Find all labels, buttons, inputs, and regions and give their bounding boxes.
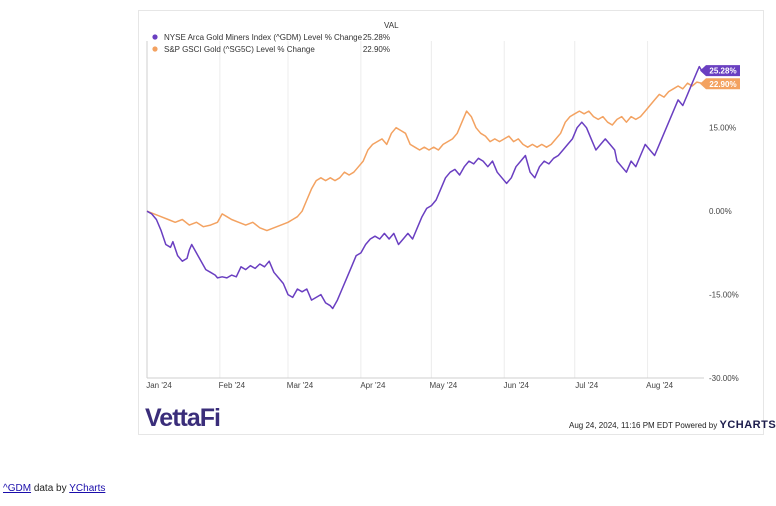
series-line (146, 81, 705, 232)
end-label-tag (700, 78, 740, 90)
end-label-value: 22.90% (709, 80, 736, 89)
end-label-tag (700, 65, 740, 77)
x-tick-label: Jul '24 (575, 381, 598, 390)
x-tick-label: Jun '24 (503, 381, 529, 390)
x-tick-label: Jan '24 (146, 381, 172, 390)
chart-frame: Jan '24 Feb '24 Mar '24 Apr '24 May '24 Jun '… (138, 10, 764, 435)
credit-line: ^GDM data by YCharts (3, 483, 105, 494)
credit-middle-text: data by (33, 483, 67, 494)
legend: VAL NYSE Arca Gold Miners Index (^GDM) Le… (152, 21, 399, 54)
footer-stamp: Aug 24, 2024, 11:16 PM EDT Powered by YC… (569, 419, 776, 431)
legend-marker (152, 34, 158, 40)
x-tick-label: Mar '24 (287, 381, 314, 390)
legend-marker (152, 46, 158, 52)
legend-series-value: 22.90% (363, 45, 390, 54)
series-lines (146, 65, 705, 310)
timestamp: Aug 24, 2024, 11:16 PM EDT Powered by (569, 421, 718, 430)
legend-series-name: S&P GSCI Gold (^SG5C) Level % Change (164, 45, 315, 54)
gdm-link[interactable]: ^GDM (3, 483, 32, 494)
x-tick-label: May '24 (429, 381, 457, 390)
y-tick-label: 15.00% (709, 124, 736, 133)
chart-area: Jan '24 Feb '24 Mar '24 Apr '24 May '24 Jun '… (146, 21, 740, 390)
ycharts-link[interactable]: YCharts (69, 483, 106, 494)
legend-header: VAL (384, 21, 399, 30)
legend-series-value: 25.28% (363, 33, 390, 42)
axis-ticks: Jan '24 Feb '24 Mar '24 Apr '24 May '24 Jun '… (146, 124, 739, 390)
series-line (146, 65, 705, 310)
x-tick-label: Aug '24 (646, 381, 673, 390)
grid-lines (146, 41, 704, 379)
end-labels: 25.28% 22.90% (700, 65, 740, 90)
y-tick-label: 0.00% (709, 207, 732, 216)
ycharts-logo: YCHARTS (719, 419, 776, 431)
x-tick-label: Apr '24 (360, 381, 386, 390)
legend-series-name: NYSE Arca Gold Miners Index (^GDM) Level… (164, 33, 363, 42)
y-tick-label: -15.00% (709, 291, 739, 300)
y-tick-label: -30.00% (709, 374, 739, 383)
end-label-value: 25.28% (709, 67, 736, 76)
vettafi-logo: VettaFi (145, 404, 221, 432)
x-tick-label: Feb '24 (219, 381, 246, 390)
